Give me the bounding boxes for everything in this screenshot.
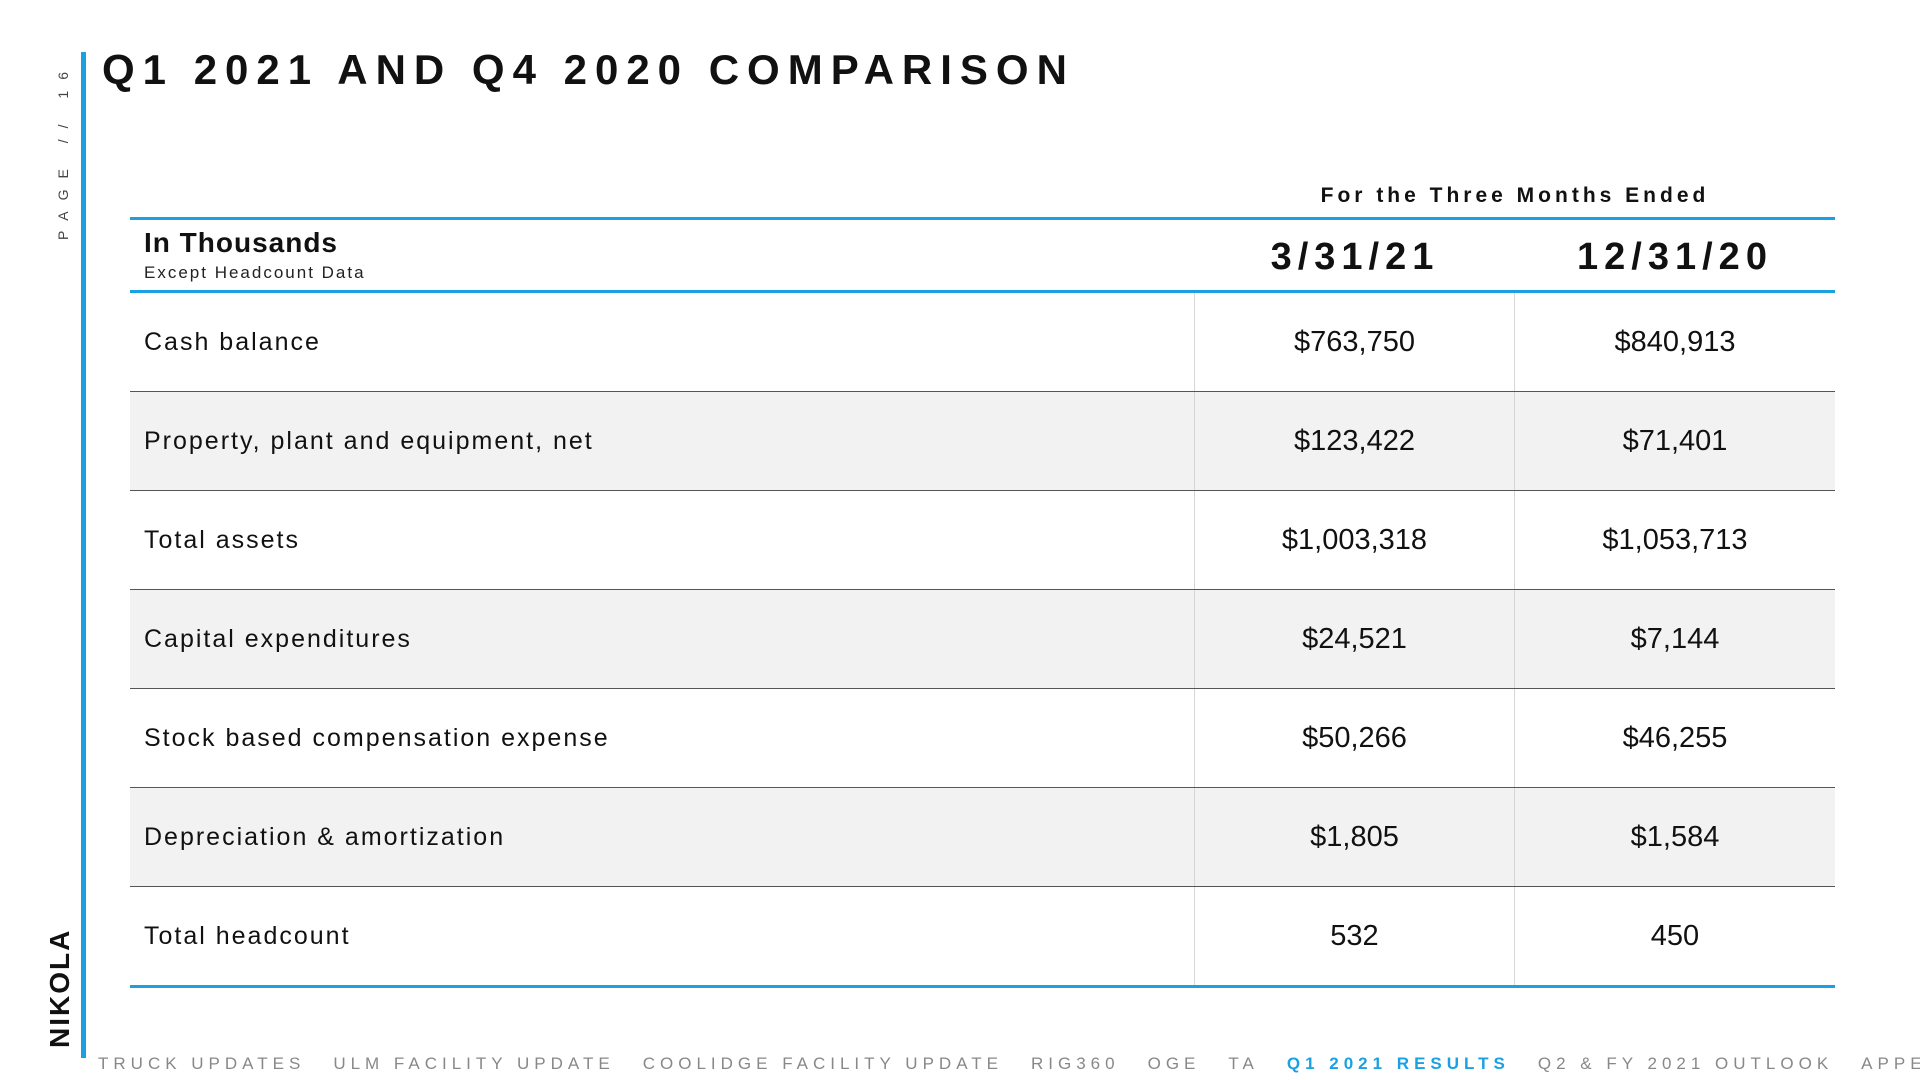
row-label: Stock based compensation expense bbox=[130, 689, 1195, 787]
row-value-q1-2021: $24,521 bbox=[1195, 590, 1515, 688]
comparison-table: In Thousands Except Headcount Data 3/31/… bbox=[130, 217, 1835, 988]
nav-item-q2-fy-2021-outlook[interactable]: Q2 & FY 2021 OUTLOOK bbox=[1537, 1054, 1834, 1073]
row-value-q4-2020: $7,144 bbox=[1630, 622, 1720, 655]
unit-sublabel: Except Headcount Data bbox=[144, 263, 366, 282]
row-value-q1-2021: 532 bbox=[1195, 887, 1515, 985]
page-number-label: PAGE // 16 bbox=[55, 61, 71, 240]
row-label: Capital expenditures bbox=[130, 590, 1195, 688]
row-label: Cash balance bbox=[130, 293, 1195, 391]
table-body: Cash balance $763,750 $840,913 Property,… bbox=[130, 293, 1835, 988]
row-label: Total assets bbox=[130, 491, 1195, 589]
accent-bar bbox=[81, 52, 86, 1058]
row-label: Property, plant and equipment, net bbox=[130, 392, 1195, 490]
row-value-q1-2021: $1,805 bbox=[1195, 788, 1515, 886]
row-value-q4-2020: $1,584 bbox=[1630, 820, 1720, 853]
nav-item-rig360[interactable]: RIG360 bbox=[1031, 1054, 1120, 1073]
nav-item-oge[interactable]: OGE bbox=[1147, 1054, 1201, 1073]
table-row: Cash balance $763,750 $840,913 bbox=[130, 293, 1835, 392]
row-value-q1-2021: $763,750 bbox=[1195, 293, 1515, 391]
table-row: Property, plant and equipment, net $123,… bbox=[130, 392, 1835, 491]
period-header: For the Three Months Ended bbox=[1320, 184, 1710, 207]
nav-item-coolidge-facility-update[interactable]: COOLIDGE FACILITY UPDATE bbox=[642, 1054, 1003, 1073]
row-label: Depreciation & amortization bbox=[130, 788, 1195, 886]
table-row: Capital expenditures $24,521 $7,144 bbox=[130, 590, 1835, 689]
row-value-q1-2021: $50,266 bbox=[1195, 689, 1515, 787]
nav-item-q1-2021-results[interactable]: Q1 2021 RESULTS bbox=[1286, 1054, 1510, 1073]
nikola-logo: NIKOLA bbox=[44, 928, 75, 1048]
row-value-q1-2021: $123,422 bbox=[1195, 392, 1515, 490]
page-title: Q1 2021 AND Q4 2020 COMPARISON bbox=[102, 46, 1075, 93]
row-value-q4-2020: $46,255 bbox=[1622, 721, 1728, 754]
row-value-q4-2020: $840,913 bbox=[1614, 325, 1736, 358]
column-header-q1-2021: 3/31/21 bbox=[1270, 236, 1440, 278]
row-value-q4-2020: 450 bbox=[1650, 919, 1700, 952]
table-row: Stock based compensation expense $50,266… bbox=[130, 689, 1835, 788]
table-row: Depreciation & amortization $1,805 $1,58… bbox=[130, 788, 1835, 887]
row-value-q4-2020: $1,053,713 bbox=[1602, 523, 1748, 556]
nav-item-ta[interactable]: TA bbox=[1228, 1054, 1259, 1073]
footer-navigation: TRUCK UPDATES ULM FACILITY UPDATE COOLID… bbox=[98, 1054, 1920, 1074]
table-row: Total headcount 532 450 bbox=[130, 887, 1835, 988]
nav-item-truck-updates[interactable]: TRUCK UPDATES bbox=[98, 1054, 306, 1073]
row-value-q1-2021: $1,003,318 bbox=[1195, 491, 1515, 589]
row-value-q4-2020: $71,401 bbox=[1622, 424, 1728, 457]
nav-item-ulm-facility-update[interactable]: ULM FACILITY UPDATE bbox=[333, 1054, 615, 1073]
unit-label: In Thousands bbox=[144, 227, 338, 258]
nav-item-appendix[interactable]: APPENDIX bbox=[1861, 1054, 1920, 1073]
row-label: Total headcount bbox=[130, 887, 1195, 985]
table-row: Total assets $1,003,318 $1,053,713 bbox=[130, 491, 1835, 590]
table-header: In Thousands Except Headcount Data 3/31/… bbox=[130, 217, 1835, 293]
column-header-q4-2020: 12/31/20 bbox=[1577, 236, 1773, 278]
